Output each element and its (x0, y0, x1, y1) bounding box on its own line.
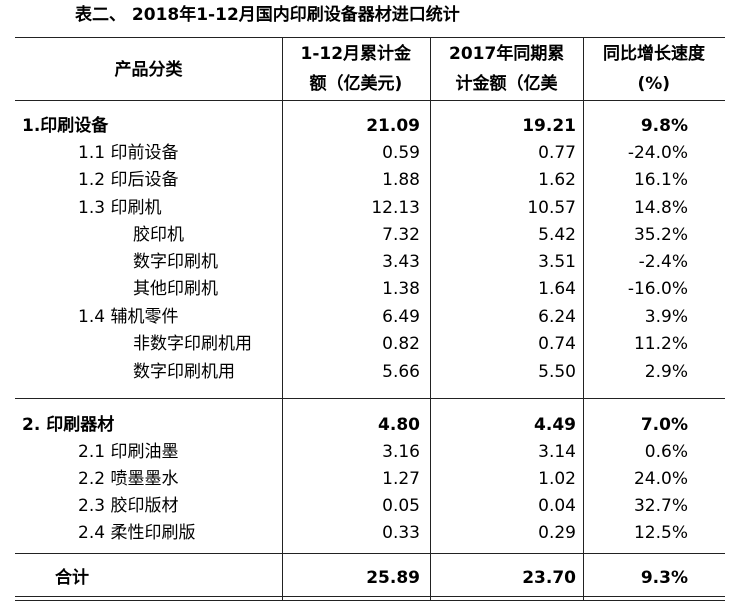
cell-value: 25.89 (366, 568, 420, 588)
header-cell: 2017年同期累 (449, 44, 565, 64)
cell-value: 9.3% (640, 568, 688, 588)
cell-value: 16.1% (633, 170, 688, 190)
header-cell: 1-12月累计金 (300, 44, 412, 64)
cell-value: 19.21 (522, 116, 576, 136)
cell-value: 1.88 (382, 170, 420, 190)
cell-value: 4.80 (378, 415, 420, 435)
row-label: 合计 (55, 568, 89, 588)
cell-value: 6.24 (538, 307, 576, 327)
cell-value: 3.9% (644, 307, 688, 327)
cell-value: 14.8% (633, 198, 688, 218)
cell-value: 24.0% (633, 469, 688, 489)
cell-value: 0.82 (382, 334, 420, 354)
cell-value: 0.59 (382, 143, 420, 163)
cell-value: 7.32 (382, 225, 420, 245)
cell-value: 3.51 (538, 252, 576, 272)
cell-value: 23.70 (522, 568, 576, 588)
cell-value: 0.77 (538, 143, 576, 163)
cell-value: 12.5% (633, 523, 688, 543)
cell-value: 35.2% (633, 225, 688, 245)
row-label: 2. 印刷器材 (22, 415, 115, 435)
row-label: 1.3 印刷机 (78, 198, 162, 218)
row-label: 2.3 胶印版材 (78, 496, 179, 516)
cell-value: 4.49 (534, 415, 576, 435)
cell-value: -16.0% (627, 279, 688, 299)
cell-value: -24.0% (627, 143, 688, 163)
row-label: 2.1 印刷油墨 (78, 442, 179, 462)
row-label: 1.印刷设备 (22, 116, 109, 136)
header-cell: (%) (637, 74, 671, 94)
cell-value: 12.13 (371, 198, 420, 218)
cell-value: 7.0% (640, 415, 688, 435)
rule (15, 553, 725, 554)
cell-value: 5.50 (538, 362, 576, 382)
row-label: 2.2 喷墨墨水 (78, 469, 179, 489)
cell-value: 3.43 (382, 252, 420, 272)
cell-value: 1.62 (538, 170, 576, 190)
rule (15, 398, 725, 399)
rule (15, 600, 725, 601)
column-rule (282, 37, 283, 601)
row-label: 1.2 印后设备 (78, 170, 179, 190)
header-cell: 计金额（亿美 (455, 74, 558, 94)
cell-value: 10.57 (527, 198, 576, 218)
cell-value: 5.42 (538, 225, 576, 245)
cell-value: 11.2% (633, 334, 688, 354)
cell-value: 0.29 (538, 523, 576, 543)
cell-value: 6.49 (382, 307, 420, 327)
cell-value: 3.14 (538, 442, 576, 462)
row-label: 数字印刷机用 (133, 362, 235, 382)
row-label: 1.1 印前设备 (78, 143, 179, 163)
row-label: 胶印机 (133, 225, 184, 245)
rule (15, 37, 725, 38)
cell-value: 9.8% (640, 116, 688, 136)
row-label: 2.4 柔性印刷版 (78, 523, 196, 543)
header-cell: 同比增长速度 (603, 44, 705, 64)
row-label: 非数字印刷机用 (133, 334, 252, 354)
cell-value: -2.4% (638, 252, 688, 272)
cell-value: 3.16 (382, 442, 420, 462)
cell-value: 0.74 (538, 334, 576, 354)
table-title: 表二、 2018年1-12月国内印刷设备器材进口统计 (75, 5, 460, 25)
cell-value: 1.64 (538, 279, 576, 299)
column-rule (430, 37, 431, 601)
cell-value: 1.38 (382, 279, 420, 299)
header-cell: 产品分类 (114, 60, 183, 80)
cell-value: 0.05 (382, 496, 420, 516)
cell-value: 21.09 (366, 116, 420, 136)
cell-value: 32.7% (633, 496, 688, 516)
column-rule (583, 37, 584, 601)
cell-value: 1.02 (538, 469, 576, 489)
rule (15, 100, 725, 101)
row-label: 1.4 辅机零件 (78, 307, 179, 327)
cell-value: 0.04 (538, 496, 576, 516)
row-label: 数字印刷机 (133, 252, 218, 272)
cell-value: 2.9% (644, 362, 688, 382)
cell-value: 5.66 (382, 362, 420, 382)
cell-value: 0.6% (644, 442, 688, 462)
header-cell: 额（亿美元) (309, 74, 403, 94)
cell-value: 1.27 (382, 469, 420, 489)
cell-value: 0.33 (382, 523, 420, 543)
row-label: 其他印刷机 (133, 279, 218, 299)
rule (15, 596, 725, 597)
